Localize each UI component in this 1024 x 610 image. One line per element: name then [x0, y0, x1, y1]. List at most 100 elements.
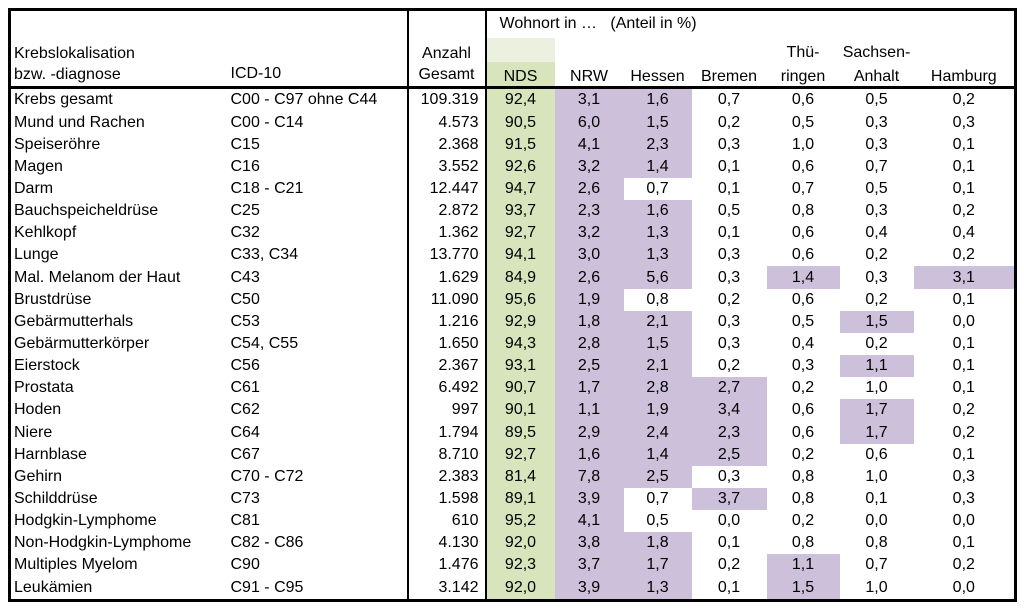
header-sachsen-anhalt-upper: Sachsen-	[842, 43, 911, 61]
cell-value: 0,3	[717, 268, 741, 286]
cell-value: 0,3	[717, 312, 741, 330]
cell-value: 2,9	[554, 421, 624, 444]
cell-value: 92,7	[485, 222, 555, 245]
cell-value: 0,2	[717, 290, 741, 308]
cell-value: 4,1	[554, 510, 624, 533]
cell-value: 92,0	[485, 576, 555, 601]
cell-diagnosis: Mund und Rachen	[14, 113, 145, 131]
cell-value: 6,0	[554, 111, 624, 134]
cell-value: 0,1	[952, 334, 975, 352]
cell-icd: C33, C34	[227, 244, 409, 267]
cell-value: 3,0	[554, 244, 624, 267]
cell-value: 0,2	[791, 379, 815, 397]
cell-diagnosis: Non-Hodgkin-Lymphome	[14, 534, 192, 552]
cell-value: 90,7	[485, 377, 555, 400]
cell-value: 2,4	[623, 421, 692, 444]
cell-value: 0,3	[791, 357, 815, 375]
cell-value: 3,8	[554, 532, 624, 555]
cell-total: 8.710	[407, 443, 487, 466]
cell-icd: C61	[227, 377, 409, 400]
table-row: Mund und Rachen C00 - C14 4.573 90,5 6,0 1,5 0…	[10, 111, 1016, 134]
cell-value: 0,5	[865, 91, 888, 109]
cell-value: 0,2	[865, 246, 888, 264]
cell-value: 1,6	[623, 200, 692, 223]
cell-diagnosis: Leukämien	[14, 578, 93, 596]
cell-icd: C62	[227, 399, 409, 422]
cell-value: 2,7	[691, 377, 767, 400]
cell-value: 0,3	[865, 113, 888, 131]
cell-value: 7,8	[554, 465, 624, 488]
table-row: Prostata C61 6.492 90,7 1,7 2,8 2,7 0,2 1,0 0,1	[10, 377, 1016, 400]
cell-value: 0,2	[952, 401, 975, 419]
cell-value: 1,3	[623, 244, 692, 267]
cell-value: 93,1	[485, 355, 555, 378]
cell-diagnosis: Speiseröhre	[14, 135, 101, 153]
cell-value: 0,7	[865, 556, 888, 574]
cell-value: 1,4	[766, 266, 840, 289]
cell-value: 0,2	[952, 423, 975, 441]
cell-value: 0,0	[865, 512, 888, 530]
cell-total: 1.476	[407, 554, 487, 577]
cell-value: 1,0	[865, 467, 888, 485]
cell-value: 0,2	[952, 246, 975, 264]
cell-value: 2,6	[554, 266, 624, 289]
cell-icd: C64	[227, 421, 409, 444]
table-row: Hoden C62 997 90,1 1,1 1,9 3,4 0,6 1,7 0,2	[10, 399, 1016, 422]
cell-value: 3,1	[554, 87, 624, 112]
table-row: Niere C64 1.794 89,5 2,9 2,4 2,3 0,6 1,7 0,2	[10, 421, 1016, 444]
header-diagnosis-line2: bzw. -diagnose	[14, 66, 121, 83]
cell-value: 3,9	[554, 487, 624, 511]
header-diagnosis: Krebslokalisation bzw. -diagnose	[9, 9, 228, 89]
table-row: Speiseröhre C15 2.368 91,5 4,1 2,3 0,3 1,0 0,3 0,…	[10, 133, 1016, 156]
cell-diagnosis: Lunge	[14, 246, 59, 264]
cell-total: 3.142	[407, 576, 487, 601]
cell-value: 0,6	[791, 290, 815, 308]
cell-value: 2,3	[554, 200, 624, 223]
cancer-statistics-table: Krebslokalisation bzw. -diagnose ICD-10 …	[8, 8, 1018, 602]
header-hamburg-upper	[914, 38, 1016, 62]
cell-value: 90,1	[485, 399, 555, 422]
header-diagnosis-line1: Krebslokalisation	[14, 45, 135, 62]
cell-diagnosis: Harnblase	[14, 445, 87, 463]
cell-value: 90,5	[485, 111, 555, 134]
cell-value: 0,1	[952, 379, 975, 397]
cell-diagnosis: Gebärmutterhals	[14, 312, 134, 330]
cell-value: 0,2	[717, 556, 741, 574]
table-row: Gebärmutterhals C53 1.216 92,9 1,8 2,1 0,3 0,5 1…	[10, 310, 1016, 333]
cell-value: 0,1	[717, 224, 741, 242]
cell-diagnosis: Multiples Myelom	[14, 556, 138, 574]
table-row: Brustdrüse C50 11.090 95,6 1,9 0,8 0,2 0,6 0,2 0,…	[10, 288, 1016, 311]
cell-icd: C00 - C97 ohne C44	[227, 87, 409, 112]
cell-value: 92,6	[485, 155, 555, 178]
header-anzahl-line1: Anzahl	[422, 45, 471, 62]
table-row: Leukämien C91 - C95 3.142 92,0 3,9 1,3 0,1 1,5 1…	[10, 576, 1016, 601]
header-anzahl-line2: Gesamt	[418, 66, 475, 83]
table-row: Hodgkin-Lymphome C81 610 95,2 4,1 0,5 0,0 0,2 0,…	[10, 510, 1016, 533]
cell-value: 0,6	[791, 91, 815, 109]
cell-total: 2.368	[407, 133, 487, 156]
cell-value: 0,5	[717, 202, 741, 220]
table-row: Darm C18 - C21 12.447 94,7 2,6 0,7 0,1 0,7 0,5 0,…	[10, 177, 1016, 201]
cell-value: 0,7	[646, 489, 669, 507]
cell-value: 94,7	[485, 177, 555, 201]
cell-value: 0,2	[717, 113, 741, 131]
cell-diagnosis: Magen	[14, 157, 63, 175]
cell-icd: C90	[227, 554, 409, 577]
table-row: Multiples Myelom C90 1.476 92,3 3,7 1,7 0,2 1,1…	[10, 554, 1016, 577]
cell-icd: C32	[227, 222, 409, 245]
cell-value: 3,7	[554, 554, 624, 577]
cell-value: 1,8	[554, 310, 624, 333]
cell-value: 0,1	[952, 534, 975, 552]
cell-icd: C00 - C14	[227, 111, 409, 134]
cell-value: 1,6	[554, 443, 624, 466]
cell-value: 0,8	[791, 489, 815, 507]
cell-value: 91,5	[485, 133, 555, 156]
cell-icd: C25	[227, 200, 409, 223]
cell-value: 92,9	[485, 310, 555, 333]
cell-total: 1.629	[407, 266, 487, 289]
cell-value: 1,7	[839, 399, 914, 422]
cell-value: 95,2	[485, 510, 555, 533]
cell-total: 11.090	[407, 288, 487, 311]
cell-diagnosis: Schilddrüse	[14, 489, 98, 507]
header-wohnort-title: Wohnort in … (Anteil in %)	[499, 15, 697, 33]
